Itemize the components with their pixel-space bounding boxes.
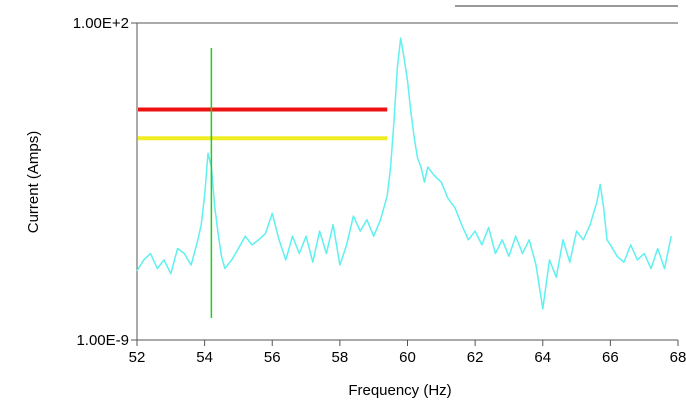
series-line [136,37,672,310]
plot-area [136,22,678,341]
y-axis-title: Current (Amps) [25,131,42,234]
x-tick-label: 60 [399,349,416,366]
x-tick-label: 66 [602,349,619,366]
x-tick-label: 62 [467,349,484,366]
x-axis-ticks: 52 54 56 58 60 62 64 66 68 [129,340,686,366]
series-layer [136,37,672,310]
reference-lines [138,107,388,141]
y-tick-label: 1.00E-9 [76,332,129,349]
x-tick-label: 54 [196,349,213,366]
y-axis-ticks: 1.00E+2 1.00E-9 [73,15,137,349]
x-tick-label: 58 [332,349,349,366]
x-tick-label: 64 [534,349,551,366]
x-tick-label: 56 [264,349,281,366]
x-tick-label: 68 [670,349,686,366]
y-tick-label: 1.00E+2 [73,15,129,32]
x-tick-label: 52 [129,349,146,366]
x-axis-title: Frequency (Hz) [348,382,451,399]
